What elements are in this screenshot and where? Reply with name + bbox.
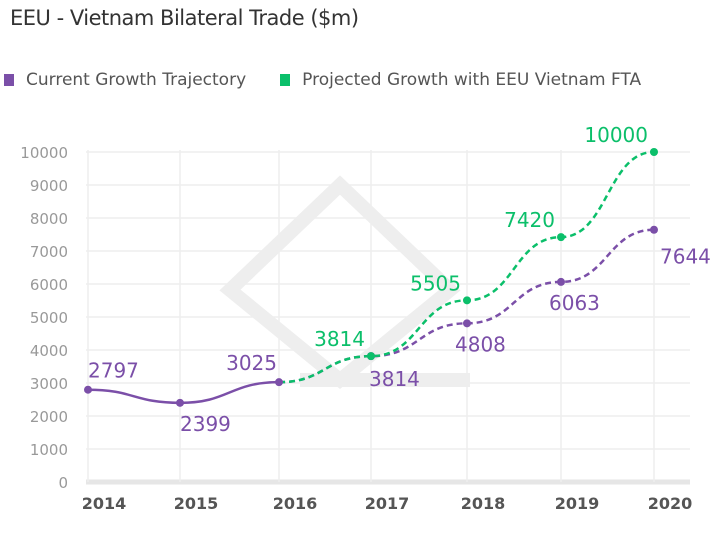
y-tick-label: 0: [58, 474, 68, 492]
y-tick-label: 7000: [30, 243, 68, 261]
chart-title: EEU - Vietnam Bilateral Trade ($m): [10, 6, 359, 30]
x-tick-label: 2020: [648, 494, 693, 513]
x-tick-label: 2015: [174, 494, 219, 513]
data-label-current: 3025: [226, 351, 277, 375]
data-label-projected: 3814: [314, 327, 365, 351]
x-tick-label: 2018: [461, 494, 506, 513]
series-current-solid: [87, 380, 280, 405]
y-tick-label: 6000: [30, 276, 68, 294]
data-label-current: 3814: [369, 367, 420, 391]
y-tick-label: 2000: [30, 408, 68, 426]
legend-swatch-projected: [280, 74, 291, 86]
data-label-current: 7644: [660, 245, 711, 269]
legend-item-current: Current Growth Trajectory: [4, 70, 246, 90]
data-label-current: 2399: [180, 412, 231, 436]
x-tick-label: 2017: [365, 494, 410, 513]
legend-item-projected: Projected Growth with EEU Vietnam FTA: [280, 70, 641, 90]
y-tick-label: 8000: [30, 210, 68, 228]
legend-label-projected: Projected Growth with EEU Vietnam FTA: [302, 70, 642, 90]
y-tick-label: 4000: [30, 342, 68, 360]
data-label-projected: 5505: [410, 271, 461, 295]
y-tick-label: 10000: [20, 144, 68, 162]
point-current: [463, 319, 471, 328]
legend-label-current: Current Growth Trajectory: [26, 70, 247, 90]
data-label-current: 2797: [88, 359, 139, 383]
point-current: [176, 398, 184, 407]
x-tick-label: 2019: [555, 494, 600, 513]
legend: Current Growth Trajectory Projected Grow…: [4, 70, 641, 90]
y-tick-label: 9000: [30, 177, 68, 195]
data-label-current: 4808: [455, 332, 506, 356]
point-current: [84, 385, 92, 394]
data-label-current: 6063: [549, 291, 600, 315]
x-tick-label: 2016: [273, 494, 318, 513]
y-tick-label: 5000: [30, 309, 68, 327]
y-tick-label: 1000: [30, 441, 68, 459]
y-tick-label: 3000: [30, 375, 68, 393]
point-current: [650, 225, 658, 234]
x-tick-label: 2014: [82, 494, 127, 513]
point-projected: [557, 233, 565, 242]
point-projected: [463, 296, 471, 305]
point-projected: [650, 148, 658, 156]
legend-swatch-current: [4, 74, 14, 86]
data-label-projected: 10000: [584, 123, 648, 147]
point-current: [557, 277, 565, 286]
point-projected: [367, 352, 375, 361]
data-label-projected: 7420: [504, 208, 555, 232]
series-projected-dashed: [278, 150, 655, 384]
point-current: [275, 378, 283, 387]
